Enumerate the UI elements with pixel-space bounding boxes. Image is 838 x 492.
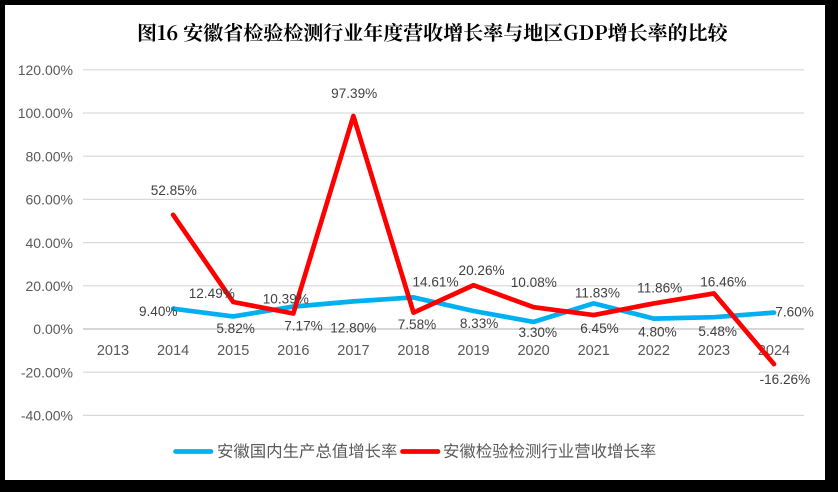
svg-text:2022: 2022 [638, 343, 670, 359]
svg-text:52.85%: 52.85% [151, 183, 197, 198]
svg-text:97.39%: 97.39% [331, 86, 377, 101]
svg-text:2013: 2013 [97, 343, 129, 359]
svg-text:20.00%: 20.00% [26, 278, 73, 294]
svg-text:10.39%: 10.39% [263, 292, 309, 307]
svg-text:4.80%: 4.80% [638, 324, 677, 339]
svg-text:2019: 2019 [457, 343, 489, 359]
svg-text:3.30%: 3.30% [519, 325, 558, 340]
svg-text:8.33%: 8.33% [460, 316, 499, 331]
svg-text:12.80%: 12.80% [330, 320, 376, 335]
svg-text:7.17%: 7.17% [284, 319, 323, 334]
svg-text:11.86%: 11.86% [637, 281, 682, 296]
svg-text:100.00%: 100.00% [18, 105, 73, 121]
svg-text:2018: 2018 [397, 343, 429, 359]
svg-text:80.00%: 80.00% [26, 148, 73, 164]
svg-text:2014: 2014 [157, 343, 189, 359]
svg-text:7.60%: 7.60% [775, 304, 814, 319]
svg-text:9.40%: 9.40% [139, 304, 178, 319]
svg-text:2015: 2015 [217, 343, 249, 359]
svg-text:-40.00%: -40.00% [21, 408, 73, 424]
svg-text:2021: 2021 [578, 343, 610, 359]
svg-text:12.49%: 12.49% [189, 286, 235, 301]
svg-text:20.26%: 20.26% [459, 263, 505, 278]
svg-text:2017: 2017 [337, 343, 369, 359]
svg-text:14.61%: 14.61% [412, 275, 458, 290]
svg-text:16.46%: 16.46% [700, 275, 746, 290]
svg-text:6.45%: 6.45% [580, 321, 619, 336]
svg-text:7.58%: 7.58% [398, 317, 437, 332]
svg-text:2016: 2016 [277, 343, 309, 359]
svg-text:2023: 2023 [698, 343, 730, 359]
svg-text:-20.00%: -20.00% [21, 364, 73, 380]
svg-text:-16.26%: -16.26% [760, 372, 811, 387]
svg-text:0.00%: 0.00% [33, 321, 73, 337]
svg-text:120.00%: 120.00% [18, 62, 73, 78]
svg-text:5.48%: 5.48% [698, 324, 737, 339]
svg-text:11.83%: 11.83% [575, 285, 620, 300]
svg-text:10.08%: 10.08% [511, 275, 557, 290]
svg-text:2020: 2020 [517, 343, 549, 359]
svg-text:5.82%: 5.82% [216, 321, 255, 336]
svg-text:60.00%: 60.00% [26, 192, 73, 208]
svg-text:40.00%: 40.00% [26, 235, 73, 251]
